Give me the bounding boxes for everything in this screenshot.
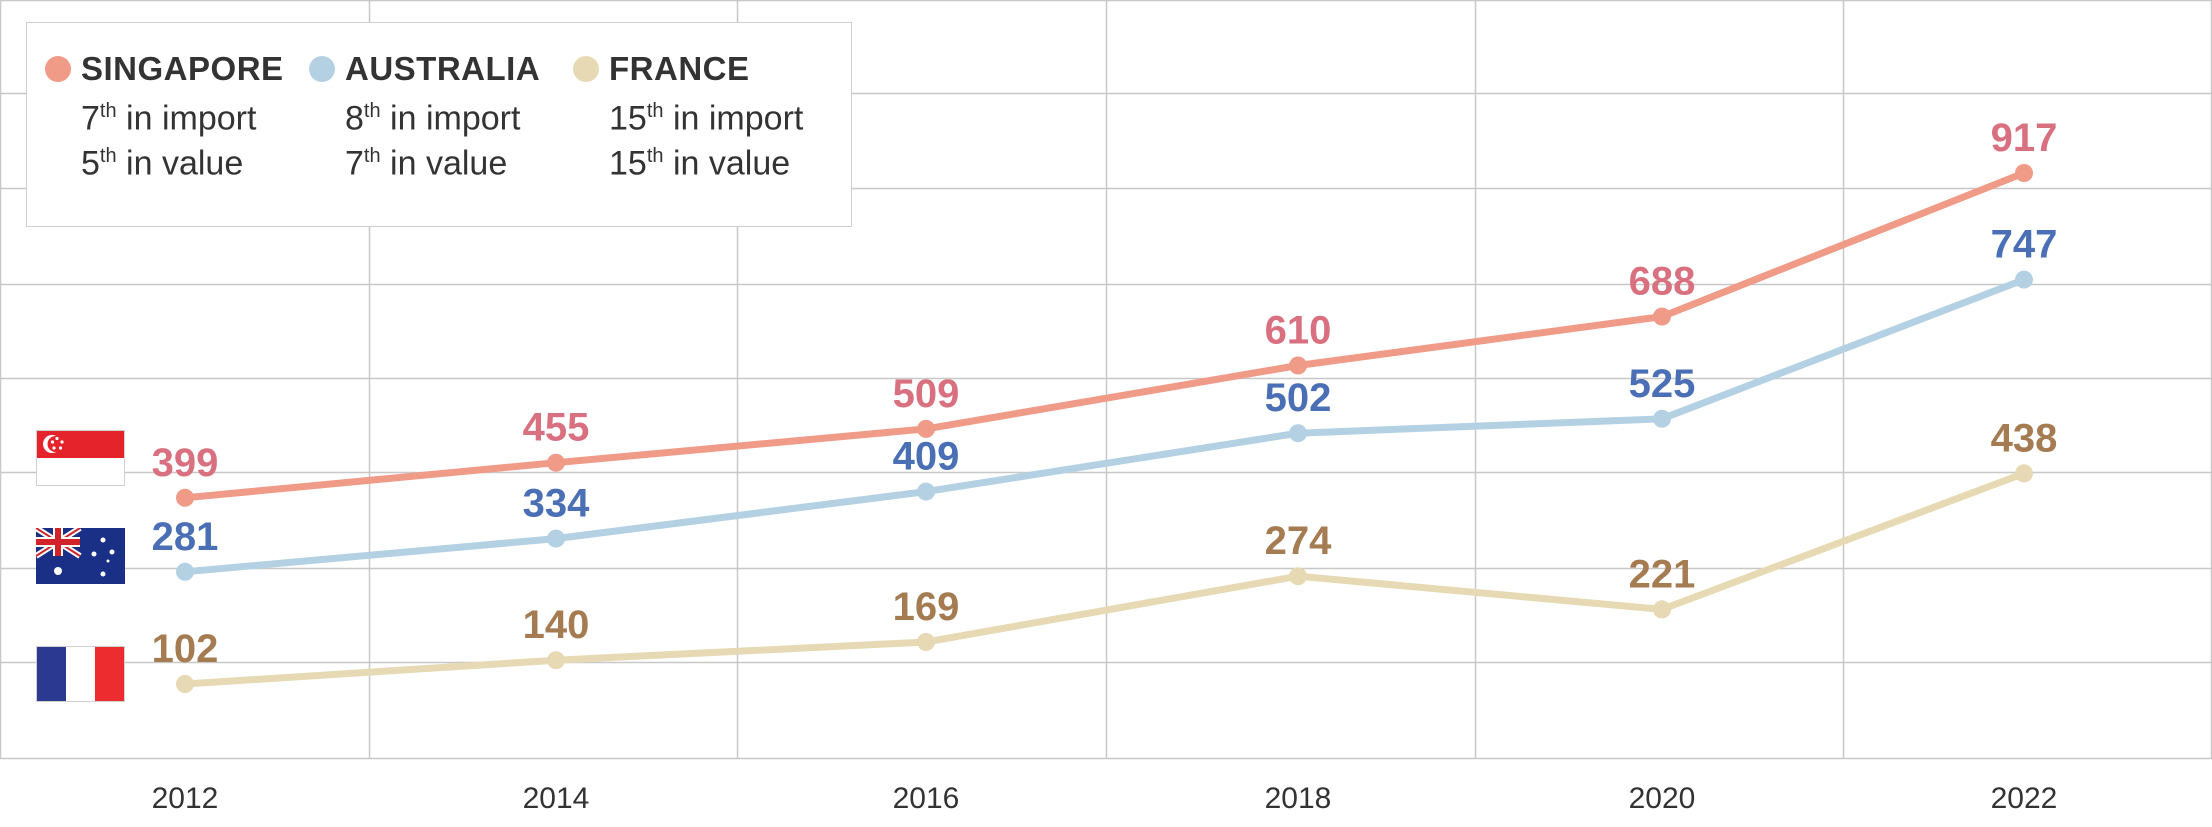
data-label-singapore: 399: [152, 441, 219, 485]
legend-item-singapore: SINGAPORE 7th in import 5th in value: [45, 49, 284, 183]
data-label-singapore: 455: [523, 406, 590, 450]
data-label-france: 221: [1629, 552, 1696, 596]
legend-value-rank: 5th in value: [81, 144, 244, 183]
data-label-australia: 747: [1991, 223, 2058, 267]
data-point-australia: [176, 562, 194, 581]
legend-item-australia: AUSTRALIA 8th in import 7th in value: [309, 49, 541, 183]
singapore-flag-icon: [36, 430, 125, 486]
legend-import-rank: 8th in import: [345, 99, 521, 138]
legend-marker-france: [573, 56, 599, 82]
data-point-australia: [547, 529, 565, 548]
data-label-australia: 525: [1629, 362, 1696, 406]
x-tick-label: 2022: [1991, 782, 2058, 815]
x-axis-ticks: 2012 2014 2016 2018 2020 2022: [152, 782, 2058, 815]
data-point-france: [176, 675, 194, 693]
legend-marker-australia: [309, 56, 335, 82]
data-label-singapore: 917: [1991, 116, 2058, 160]
data-label-australia: 334: [523, 482, 590, 526]
data-point-australia: [2015, 270, 2033, 289]
x-tick-label: 2012: [152, 782, 219, 815]
data-point-france: [1653, 600, 1671, 619]
data-point-australia: [1289, 424, 1307, 443]
data-label-singapore: 688: [1629, 260, 1696, 304]
legend-item-france: FRANCE 15th in import 15th in value: [573, 49, 804, 183]
data-label-australia: 502: [1265, 376, 1332, 420]
data-point-france: [917, 633, 935, 651]
data-label-france: 140: [523, 603, 590, 647]
series-line-australia: [181, 276, 2028, 576]
legend-value-rank: 15th in value: [609, 144, 791, 183]
data-point-singapore: [1653, 307, 1671, 326]
data-label-france: 102: [152, 627, 219, 671]
x-tick-label: 2018: [1265, 782, 1332, 815]
data-label-france: 438: [1991, 416, 2058, 460]
data-label-singapore: 610: [1265, 309, 1332, 353]
data-point-singapore: [2015, 164, 2033, 182]
series-line-france: [181, 469, 2028, 688]
x-tick-label: 2016: [893, 782, 960, 815]
legend-marker-singapore: [45, 56, 71, 82]
data-point-france: [547, 651, 565, 670]
france-flag-icon: [36, 646, 125, 702]
data-label-france: 169: [893, 585, 960, 629]
data-point-australia: [1653, 409, 1671, 428]
data-labels: 399 455 509 610 688 917 281 334 409 502 525 747 102 1…: [152, 116, 2058, 671]
data-point-singapore: [176, 488, 194, 507]
legend-value-rank: 7th in value: [345, 144, 508, 183]
x-tick-label: 2014: [523, 782, 590, 815]
data-point-france: [2015, 464, 2033, 483]
data-point-australia: [917, 482, 935, 501]
legend-name: SINGAPORE: [81, 50, 284, 87]
chart-legend: SINGAPORE 7th in import 5th in value AUS…: [26, 22, 852, 227]
australia-flag-icon: [36, 528, 125, 584]
data-label-australia: 281: [152, 515, 219, 559]
legend-name: AUSTRALIA: [345, 50, 541, 87]
data-point-france: [1289, 567, 1307, 586]
x-tick-label: 2020: [1629, 782, 1696, 815]
data-label-france: 274: [1265, 519, 1332, 563]
series-lines: [181, 169, 2028, 688]
data-point-singapore: [1289, 356, 1307, 375]
data-point-singapore: [917, 419, 935, 438]
data-point-singapore: [547, 453, 565, 472]
series-points: [176, 164, 2033, 693]
legend-import-rank: 7th in import: [81, 99, 257, 138]
data-label-singapore: 509: [893, 372, 960, 416]
legend-name: FRANCE: [609, 50, 750, 87]
series-line-singapore: [181, 169, 2028, 502]
legend-import-rank: 15th in import: [609, 99, 804, 138]
data-label-australia: 409: [893, 435, 960, 479]
